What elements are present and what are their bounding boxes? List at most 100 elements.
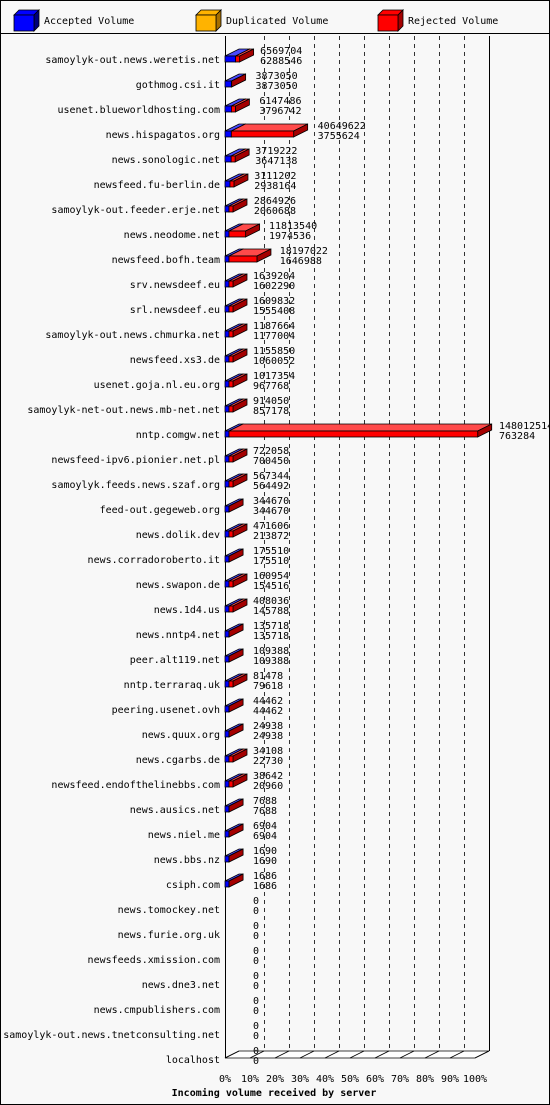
value-label-total: 0 [253, 1021, 259, 1032]
bar-rejected [228, 323, 248, 338]
value-label-total: 914050 [253, 396, 289, 407]
value-label-accepted: 154516 [253, 581, 289, 592]
bar-rejected [228, 573, 248, 588]
value-label-accepted: 145788 [253, 606, 289, 617]
bar-rejected-front [230, 130, 295, 138]
bar-accepted-front [224, 105, 232, 113]
value-label-accepted: 564492 [253, 481, 289, 492]
bar-accepted-front [224, 305, 230, 313]
bar-rejected [230, 123, 309, 138]
value-label-accepted: 1686 [253, 881, 277, 892]
floor-tick [249, 1050, 265, 1059]
legend-item-2: Duplicated Volume [195, 9, 328, 32]
value-label-accepted: 2938164 [254, 181, 296, 192]
floor-tick [474, 1050, 490, 1059]
value-label-total: 0 [253, 896, 259, 907]
bar-rejected [228, 473, 248, 488]
category-label: news.neodome.net [124, 230, 220, 241]
value-label-accepted: 0 [253, 956, 259, 967]
bar-rejected-front [231, 105, 236, 113]
bar-rejected-front [228, 230, 247, 238]
value-label-total: 160954 [253, 571, 289, 582]
category-label: news.1d4.us [154, 605, 220, 616]
bar-rejected [228, 673, 248, 688]
legend-swatch [195, 14, 217, 32]
value-label-total: 0 [253, 971, 259, 982]
category-label: newsfeed.bofh.team [112, 255, 220, 266]
value-label-total: 109388 [253, 646, 289, 657]
legend-swatch [13, 14, 35, 32]
bar-accepted-front [224, 680, 230, 688]
bar-accepted-front [224, 380, 230, 388]
bar-accepted-front [224, 280, 230, 288]
bar-rejected [228, 348, 248, 363]
bar-rejected [228, 598, 248, 613]
bar-rejected-front [228, 280, 234, 288]
value-label-accepted: 967768 [253, 381, 289, 392]
bar-rejected [228, 448, 248, 463]
value-label-accepted: 3755624 [318, 131, 360, 142]
value-label-accepted: 1646988 [280, 256, 322, 267]
value-label-accepted: 857178 [253, 406, 289, 417]
value-label-total: 0 [253, 996, 259, 1007]
bar-rejected-front [229, 180, 235, 188]
value-label-total: 471606 [253, 521, 289, 532]
floor-tick [399, 1050, 415, 1059]
legend-label: Rejected Volume [408, 16, 498, 27]
value-label-total: 148012514 [499, 421, 550, 432]
value-label-total: 175510 [253, 546, 289, 557]
value-label-total: 0 [253, 921, 259, 932]
bar-rejected [235, 48, 255, 63]
bar-rejected [228, 848, 244, 863]
value-label-total: 1686 [253, 871, 277, 882]
value-label-accepted: 44462 [253, 706, 283, 717]
bar-accepted-front [224, 855, 230, 863]
value-label-total: 3111202 [254, 171, 296, 182]
x-axis-title: Incoming volume received by server [172, 1087, 377, 1099]
category-label: usenet.goja.nl.eu.org [94, 380, 220, 391]
value-label-total: 1017354 [253, 371, 295, 382]
category-label: news.niel.me [148, 830, 220, 841]
x-tick-label: 80% [416, 1074, 434, 1085]
category-label: news.ausics.net [130, 805, 220, 816]
value-label-total: 135718 [253, 621, 289, 632]
value-label-accepted: 175510 [253, 556, 289, 567]
x-tick-label: 40% [316, 1074, 334, 1085]
bar-rejected-front [228, 605, 234, 613]
category-label: usenet.blueworldhosting.com [57, 105, 220, 116]
value-label-accepted: 2060688 [254, 206, 296, 217]
value-label-total: 18197022 [280, 246, 328, 257]
category-label: news.corradoroberto.it [88, 555, 220, 566]
value-label-total: 408036 [253, 596, 289, 607]
value-label-accepted: 763284 [499, 431, 535, 442]
legend-label: Accepted Volume [44, 16, 134, 27]
bar-rejected-front [228, 430, 479, 438]
value-label-accepted: 1555408 [253, 306, 295, 317]
floor-tick [274, 1050, 290, 1059]
category-label: news.dolik.dev [136, 530, 220, 541]
bar-accepted-front [224, 580, 230, 588]
bar-rejected [229, 173, 249, 188]
bar-rejected [228, 423, 493, 438]
x-tick-label: 10% [241, 1074, 259, 1085]
value-label-accepted: 1060052 [253, 356, 295, 367]
bar-accepted-front [224, 705, 230, 713]
bar-rejected-front [235, 55, 241, 63]
category-label: nntp.comgw.net [136, 430, 220, 441]
category-label: newsfeed-ipv6.pionier.net.pl [51, 455, 220, 466]
value-label-accepted: 1177004 [253, 331, 295, 342]
category-label: samoylyk-net-out.news.mb-net.net [27, 405, 220, 416]
bar-accepted-front [224, 505, 230, 513]
bar-rejected [228, 273, 248, 288]
bar-rejected-front [228, 355, 234, 363]
value-label-total: 6147486 [259, 96, 301, 107]
bar-accepted-front [224, 330, 230, 338]
bar-rejected [228, 398, 248, 413]
value-label-accepted: 20960 [253, 781, 283, 792]
bar-rejected [228, 198, 248, 213]
category-label: news.cmpublishers.com [94, 1005, 220, 1016]
x-tick-label: 100% [463, 1074, 487, 1085]
bar-rejected [228, 298, 248, 313]
category-label: newsfeed.xs3.de [130, 355, 220, 366]
